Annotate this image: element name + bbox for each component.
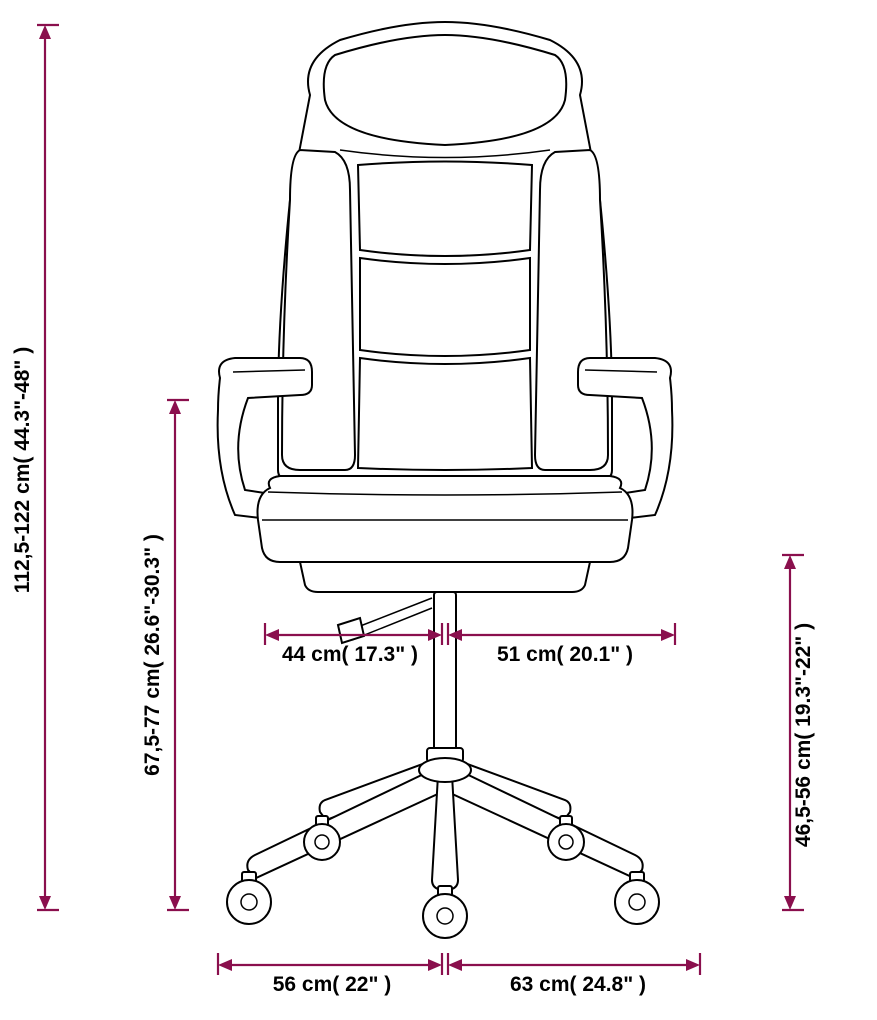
dim-base-right: 63 cm( 24.8" ) (448, 953, 700, 996)
dim-base-right-label: 63 cm( 24.8" ) (510, 973, 646, 996)
dim-base-left: 56 cm( 22" ) (218, 953, 442, 996)
dim-base-left-label: 56 cm( 22" ) (273, 973, 392, 996)
dim-seat-depth: 51 cm( 20.1" ) (448, 623, 675, 666)
dim-total-height-label: 112,5-122 cm( 44.3"-48" ) (11, 347, 34, 593)
dim-backrest-height-label: 67,5-77 cm( 26.6"-30.3" ) (141, 534, 164, 776)
dim-seat-height-label: 46,5-56 cm( 19.3"-22" ) (792, 623, 815, 847)
chair-illustration (218, 22, 673, 938)
dim-total-height: 112,5-122 cm( 44.3"-48" ) (11, 25, 59, 910)
dimension-diagram: 112,5-122 cm( 44.3"-48" ) 67,5-77 cm( 26.… (0, 0, 877, 1020)
dim-seat-height: 46,5-56 cm( 19.3"-22" ) (782, 555, 815, 910)
dim-backrest-height: 67,5-77 cm( 26.6"-30.3" ) (141, 400, 189, 910)
dim-seat-width-label: 44 cm( 17.3" ) (282, 643, 418, 666)
dim-seat-depth-label: 51 cm( 20.1" ) (497, 643, 633, 666)
